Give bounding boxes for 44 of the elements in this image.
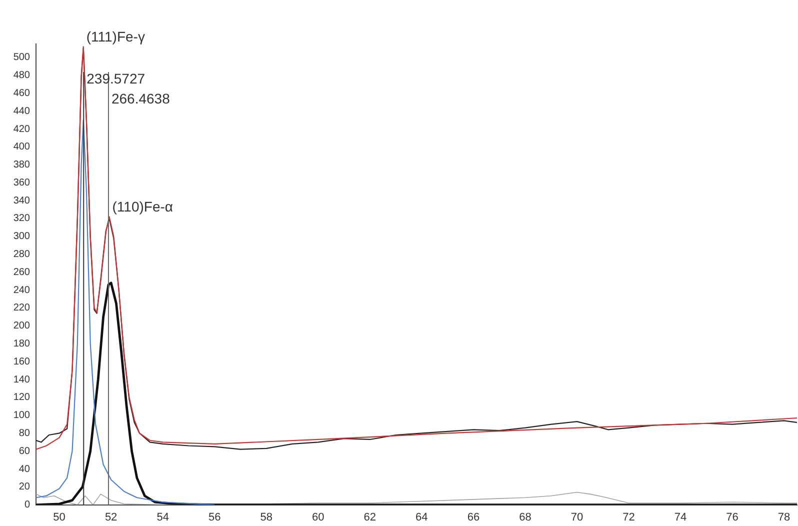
x-tick-label: 74 bbox=[674, 511, 687, 524]
annotation: (111)Fe-γ bbox=[86, 28, 145, 45]
annotation: (110)Fe-α bbox=[112, 198, 174, 215]
x-tick-label: 56 bbox=[208, 511, 221, 524]
y-tick-label: 420 bbox=[13, 124, 30, 135]
x-tick-label: 60 bbox=[312, 511, 324, 524]
y-tick-label: 300 bbox=[13, 231, 30, 242]
x-tick-label: 68 bbox=[519, 511, 532, 524]
y-tick-label: 200 bbox=[13, 320, 30, 332]
y-tick-label: 0 bbox=[24, 500, 30, 511]
x-tick-label: 70 bbox=[570, 511, 584, 524]
y-tick-label: 280 bbox=[13, 249, 30, 260]
y-tick-label: 260 bbox=[13, 266, 30, 278]
y-tick-label: 480 bbox=[13, 70, 30, 82]
y-tick-label: 80 bbox=[18, 428, 30, 439]
y-tick-label: 160 bbox=[13, 356, 30, 368]
y-tick-label: 380 bbox=[13, 160, 30, 171]
annotation: 266.4638 bbox=[111, 90, 170, 106]
y-tick-label: 500 bbox=[13, 52, 30, 64]
y-tick-label: 460 bbox=[13, 88, 30, 99]
x-tick-label: 62 bbox=[364, 511, 376, 524]
x-tick-label: 52 bbox=[104, 511, 118, 524]
x-tick-label: 64 bbox=[416, 511, 428, 524]
y-tick-label: 240 bbox=[13, 284, 30, 296]
y-tick-label: 440 bbox=[13, 106, 30, 117]
x-tick-label: 78 bbox=[778, 511, 790, 524]
y-tick-label: 60 bbox=[18, 446, 30, 457]
y-tick-label: 100 bbox=[13, 410, 30, 422]
y-tick-label: 400 bbox=[13, 142, 30, 153]
y-tick-label: 320 bbox=[13, 213, 30, 224]
y-tick-label: 140 bbox=[13, 374, 30, 386]
y-tick-label: 40 bbox=[18, 464, 30, 475]
y-tick-label: 360 bbox=[13, 177, 30, 188]
y-tick-label: 120 bbox=[13, 392, 30, 404]
x-tick-label: 72 bbox=[622, 511, 635, 524]
x-tick-label: 66 bbox=[467, 511, 480, 524]
y-tick-label: 220 bbox=[13, 302, 30, 314]
y-tick-label: 340 bbox=[13, 195, 30, 206]
x-tick-label: 54 bbox=[156, 511, 169, 524]
x-tick-label: 76 bbox=[726, 511, 738, 524]
x-tick-label: 58 bbox=[260, 511, 272, 524]
y-tick-label: 180 bbox=[13, 338, 30, 350]
x-tick-label: 50 bbox=[53, 511, 66, 524]
y-tick-label: 20 bbox=[18, 482, 30, 493]
